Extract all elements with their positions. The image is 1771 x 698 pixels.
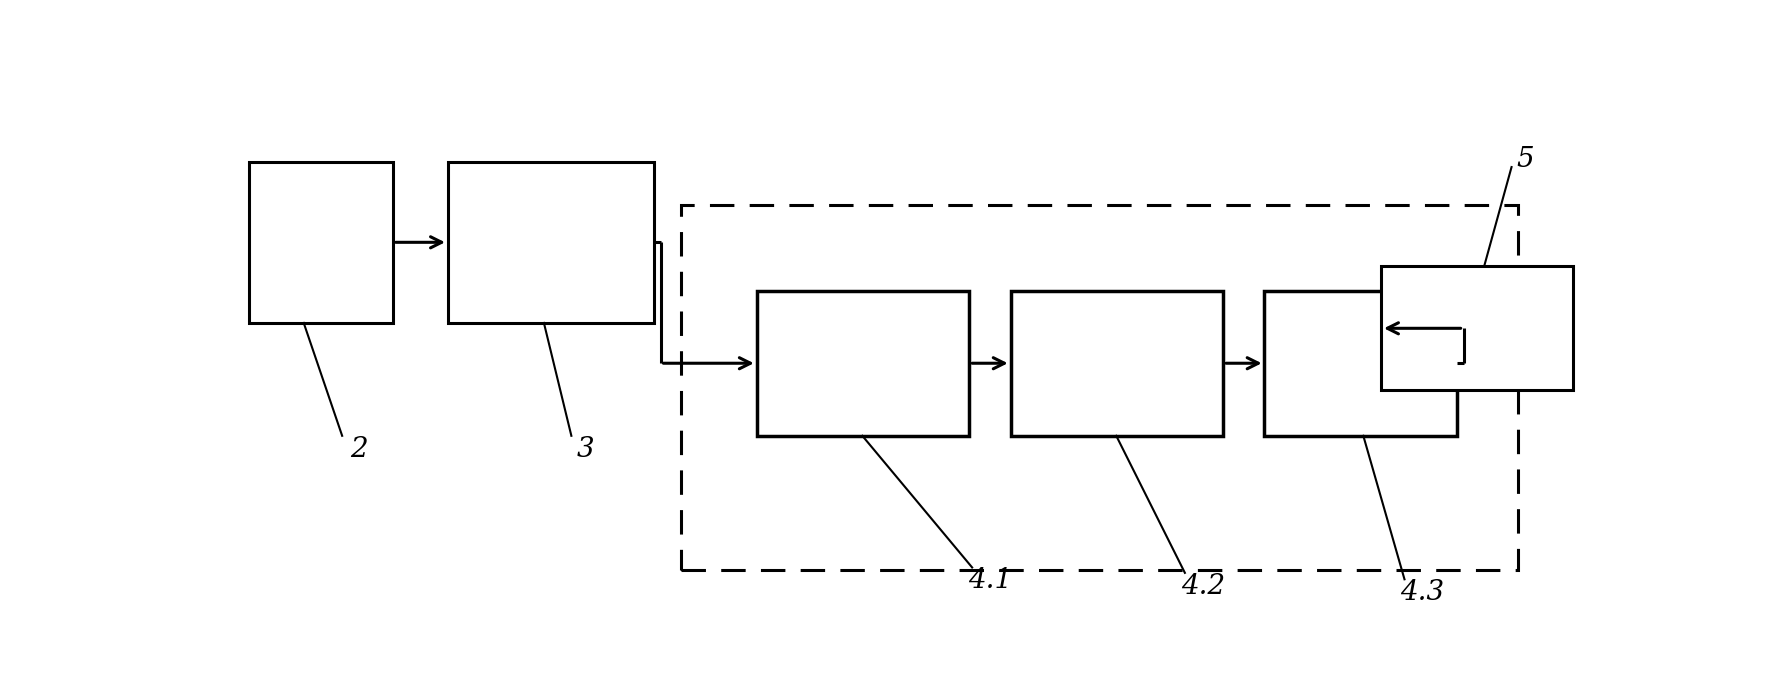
Bar <box>1011 290 1224 436</box>
Bar <box>756 290 969 436</box>
Bar <box>1264 290 1458 436</box>
Text: 3: 3 <box>576 436 593 463</box>
Text: 5: 5 <box>1516 145 1534 172</box>
Bar <box>448 162 653 323</box>
Bar <box>248 162 393 323</box>
Text: 4.1: 4.1 <box>969 567 1011 595</box>
Text: 4.2: 4.2 <box>1181 573 1226 600</box>
Bar <box>1381 267 1573 390</box>
Text: 2: 2 <box>351 436 367 463</box>
Text: 4.3: 4.3 <box>1401 579 1445 607</box>
Bar <box>682 205 1518 570</box>
